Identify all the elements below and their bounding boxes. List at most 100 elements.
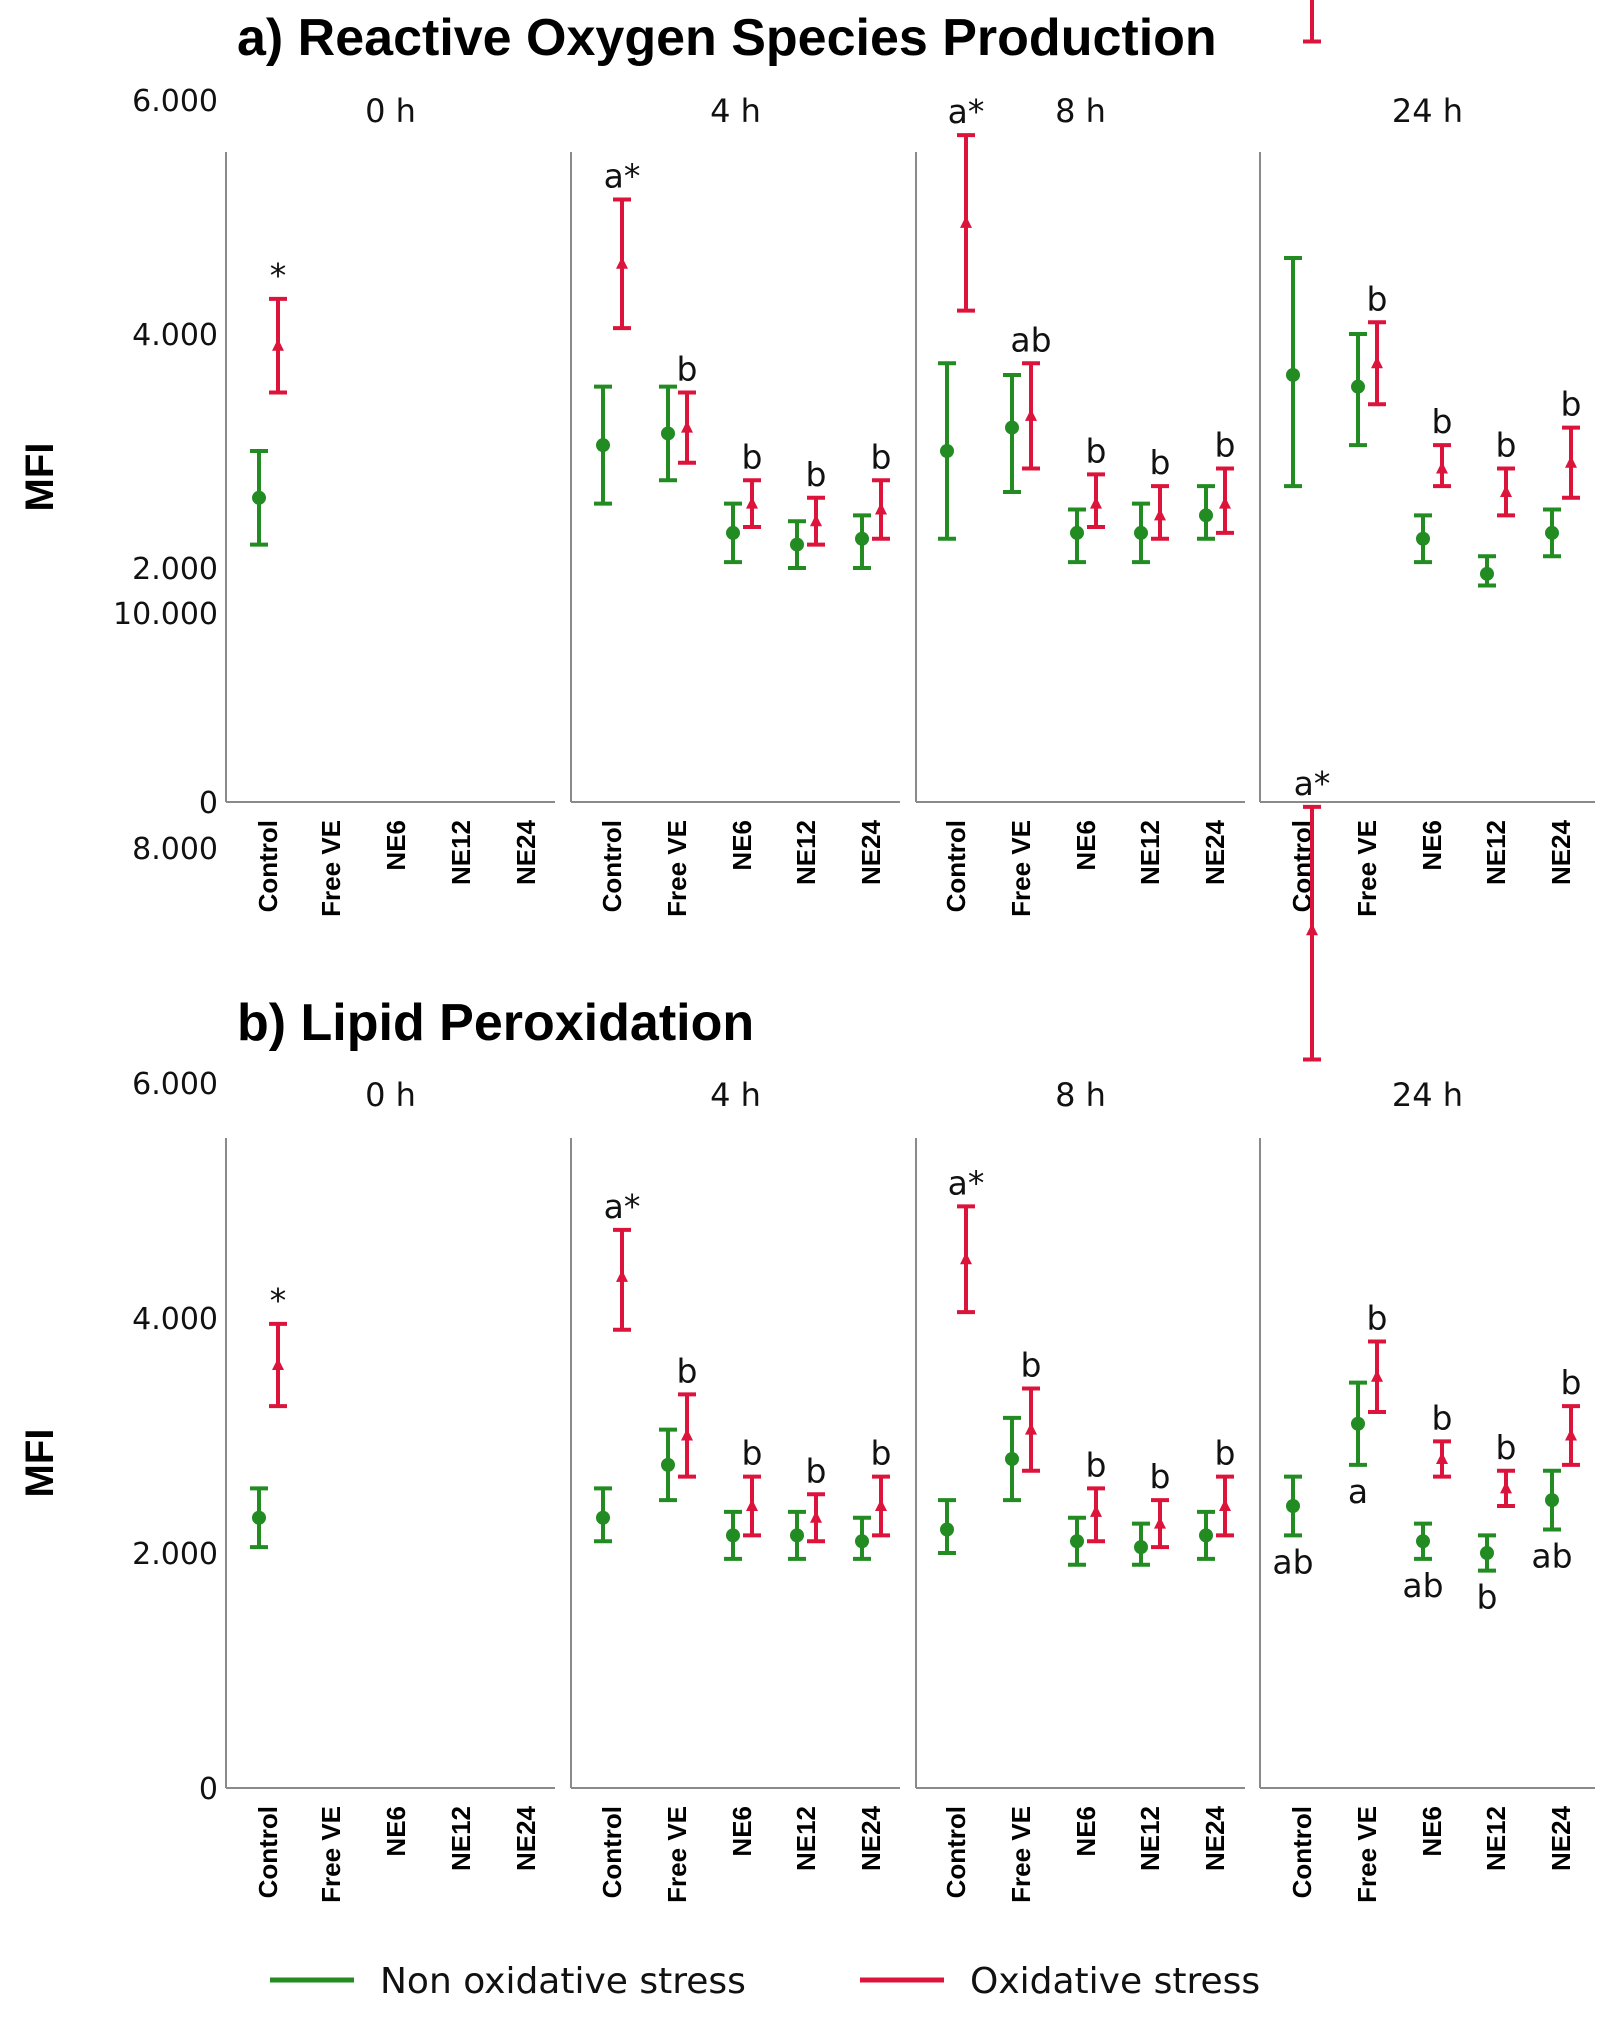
mean-marker-circle [940,444,954,458]
significance-label: b [871,1434,892,1473]
mean-marker-triangle [746,496,758,509]
significance-label: b [677,1351,698,1390]
error-bar-oxidative-stress-8-h-free-ve [1022,1386,1040,1473]
significance-label: ab [1531,1537,1572,1576]
mean-marker-circle [790,537,804,552]
x-tick-label: NE24 [856,1805,886,1871]
mean-marker-triangle [681,1428,693,1441]
mean-marker-circle [1134,525,1148,540]
significance-label: b [1150,443,1171,482]
mean-marker-circle [855,1534,869,1549]
y-tick-label: 2.000 [132,1537,218,1572]
error-bar-oxidative-stress-24-h-ne12 [1497,466,1515,518]
significance-label: b [1215,426,1236,465]
panel-label-4-h: 4 h [710,1076,761,1114]
x-tick-label: NE12 [1481,820,1511,885]
panel-label-0-h: 0 h [365,1076,416,1114]
mean-marker-circle [1545,1493,1559,1508]
error-bar-non-oxidative-stress-8-h-ne12 [1132,501,1150,565]
error-bar-non-oxidative-stress-4-h-control [594,1486,612,1544]
error-bar-oxidative-stress-8-h-ne24 [1216,466,1234,535]
error-bar-non-oxidative-stress-8-h-ne24 [1197,484,1215,541]
legend: Non oxidative stress Oxidative stress [270,1961,1260,2002]
significance-label: a* [948,1163,985,1202]
significance-label: ab [1272,1542,1313,1581]
x-tick-label: NE12 [791,1806,821,1871]
x-tick-label: NE6 [1417,820,1447,871]
error-bar-non-oxidative-stress-24-h-ne24 [1543,1468,1561,1532]
error-bar-non-oxidative-stress-4-h-ne6 [724,501,742,565]
x-tick-label: NE6 [1071,1806,1101,1857]
significance-label: b [742,1434,763,1473]
x-tick-label: NE12 [1481,1806,1511,1871]
error-bar-non-oxidative-stress-4-h-ne6 [724,1509,742,1561]
significance-label: b [1215,1434,1236,1473]
x-tick-label: Control [597,820,627,912]
error-bar-oxidative-stress-24-h-free-ve [1368,320,1386,407]
mean-marker-triangle [1436,461,1448,474]
legend-label-non-oxidative-stress: Non oxidative stress [380,1961,746,2002]
significance-label: ab [1402,1566,1443,1605]
error-bar-non-oxidative-stress-24-h-free-ve [1349,1380,1367,1467]
mean-marker-circle [1134,1540,1148,1555]
mean-marker-triangle [1371,1369,1383,1382]
x-tick-label: NE12 [1135,820,1165,885]
error-bar-non-oxidative-stress-4-h-control [594,384,612,506]
mean-marker-circle [1480,1546,1494,1560]
mean-marker-triangle [1565,455,1577,468]
x-tick-label: NE6 [1071,820,1101,871]
error-bar-non-oxidative-stress-24-h-ne6 [1414,513,1432,565]
x-tick-label: NE12 [1135,1806,1165,1871]
mean-marker-triangle [960,215,972,228]
panel-label-8-h: 8 h [1055,1076,1106,1114]
error-bar-non-oxidative-stress-4-h-free-ve [659,1427,677,1503]
error-bar-non-oxidative-stress-4-h-ne12 [788,1509,806,1561]
significance-label: b [1367,279,1388,318]
mean-marker-triangle [1565,1428,1577,1441]
x-tick-label: NE24 [1200,819,1230,885]
mean-marker-circle [596,438,610,453]
error-bar-non-oxidative-stress-8-h-control [938,1498,956,1555]
mean-marker-triangle [810,514,822,527]
panel-label-24-h: 24 h [1392,1076,1463,1114]
significance-label: b [806,1451,827,1490]
x-tick-label: NE6 [727,820,757,871]
mean-marker-triangle [616,256,628,269]
error-bar-non-oxidative-stress-8-h-ne24 [1197,1509,1215,1561]
mean-marker-circle [661,426,675,441]
significance-label: b [806,455,827,494]
x-tick-label: Free VE [1352,1806,1382,1903]
mean-marker-triangle [1219,1499,1231,1511]
error-bar-oxidative-stress-4-h-control [613,197,631,331]
chart-reactive-oxygen-species: a) Reactive Oxygen Species Production MFI… [18,0,1595,917]
error-bar-non-oxidative-stress-24-h-ne12 [1478,554,1496,588]
error-bar-oxidative-stress-4-h-control [613,1227,631,1332]
mean-marker-circle [726,525,740,540]
x-tick-label: NE6 [1417,1806,1447,1857]
y-tick-label: 8.000 [132,832,218,867]
mean-marker-triangle [1154,508,1166,521]
mean-marker-triangle [746,1499,758,1511]
error-bar-oxidative-stress-8-h-ne6 [1087,1486,1105,1544]
significance-label: b [1086,1445,1107,1484]
error-bar-non-oxidative-stress-8-h-ne12 [1132,1521,1150,1567]
significance-label: b [1432,402,1453,441]
significance-label: b [1561,1363,1582,1402]
mean-marker-circle [1070,525,1084,540]
mean-marker-circle [1199,508,1213,523]
significance-label: b [677,350,698,389]
error-bar-non-oxidative-stress-8-h-control [938,361,956,541]
x-tick-label: NE6 [381,820,411,871]
significance-label: a* [604,1187,641,1226]
significance-label: b [1496,426,1517,465]
error-bar-non-oxidative-stress-24-h-control [1284,255,1302,489]
y-tick-label: 6.000 [132,1067,218,1102]
error-bar-non-oxidative-stress-24-h-ne12 [1478,1533,1496,1573]
mean-marker-triangle [1306,923,1318,936]
mean-marker-circle [1070,1534,1084,1549]
mean-marker-circle [1351,379,1365,394]
x-tick-label: Control [941,1806,971,1898]
x-tick-label: Control [597,1806,627,1898]
error-bar-oxidative-stress-4-h-free-ve [678,1392,696,1479]
